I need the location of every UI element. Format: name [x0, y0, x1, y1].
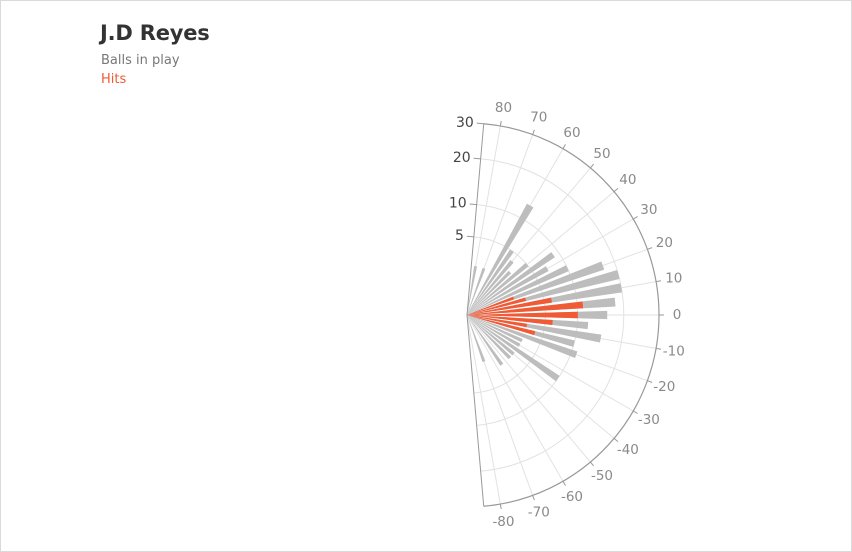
- angle-tick-label-70: 70: [530, 110, 547, 126]
- angle-tick-label-40: 40: [619, 172, 636, 188]
- bar-balls-in-play--25: [467, 315, 523, 343]
- angle-tick-label--10: -10: [663, 343, 685, 359]
- radial-tick-10: [469, 203, 477, 206]
- angle-tick-label-50: 50: [593, 146, 610, 162]
- angle-tick-label--70: -70: [528, 504, 550, 520]
- angle-tick--10: [655, 347, 662, 350]
- angle-tick-label-10: 10: [665, 271, 682, 287]
- bar-balls-in-play-30: [467, 266, 549, 315]
- legend-hits: Hits: [101, 72, 127, 87]
- angle-tick--50: [590, 461, 595, 467]
- radial-tick-label-5: 5: [455, 228, 464, 244]
- angle-tick-label-80: 80: [495, 100, 512, 116]
- bar-hits-15: [467, 297, 527, 315]
- bar-balls-in-play-35: [467, 252, 555, 315]
- angle-tick--70: [532, 495, 535, 501]
- angle-tick-label--40: -40: [617, 442, 639, 458]
- angle-tick-50: [590, 163, 595, 169]
- grid-spoke--50: [466, 314, 591, 463]
- angle-tick-10: [655, 280, 662, 283]
- angle-tick-label--80: -80: [492, 514, 514, 530]
- grid-spoke--60: [466, 314, 564, 482]
- bar-hits-20: [467, 296, 515, 315]
- angle-tick-label--20: -20: [653, 379, 675, 395]
- angle-tick-label-20: 20: [656, 235, 673, 251]
- bar-balls-in-play--70: [467, 315, 486, 363]
- radial-tick-5: [466, 235, 474, 238]
- bar-balls-in-play--30: [467, 315, 521, 347]
- bar-balls-in-play-60: [467, 203, 534, 315]
- radial-tick-20: [473, 157, 481, 160]
- player-name: J.D Reyes: [100, 21, 210, 45]
- angle-tick-label-30: 30: [640, 202, 657, 218]
- bar-hits--5: [467, 315, 553, 326]
- bar-balls-in-play-45: [467, 270, 512, 315]
- bar-hits--15: [467, 315, 536, 336]
- bar-hits-0: [467, 311, 578, 319]
- bar-hits-5: [467, 301, 584, 315]
- legend-balls-in-play: Balls in play: [101, 53, 180, 68]
- bar-balls-in-play-70: [467, 267, 486, 315]
- angle-tick-40: [613, 187, 619, 192]
- bar-balls-in-play-40: [467, 262, 529, 315]
- bar-balls-in-play--55: [467, 315, 504, 366]
- chart-axes: 80706050403020100-10-20-30-40-50-60-70-8…: [449, 100, 685, 530]
- radial-tick-label-30: 30: [456, 115, 474, 131]
- angle-tick--20: [647, 380, 653, 383]
- angle-tick-label--50: -50: [591, 468, 613, 484]
- angle-tick-60: [562, 144, 566, 149]
- edge-line-bottom: [466, 314, 485, 507]
- bar-balls-in-play--45: [467, 315, 512, 360]
- chart-bars: [467, 203, 623, 382]
- bar-balls-in-play-80: [467, 265, 478, 315]
- angle-tick-label--30: -30: [638, 412, 660, 428]
- bar-balls-in-play-50: [467, 259, 514, 315]
- angle-tick-label-60: 60: [563, 125, 580, 141]
- angle-tick--40: [613, 438, 619, 443]
- angle-tick-80: [499, 120, 502, 127]
- radial-tick-30: [476, 122, 484, 125]
- angle-tick-70: [532, 129, 535, 135]
- angle-tick--60: [562, 481, 566, 486]
- bar-hits--10: [467, 315, 528, 328]
- radial-tick-label-10: 10: [449, 196, 467, 212]
- bar-hits-10: [467, 297, 552, 315]
- angle-tick-30: [633, 216, 638, 220]
- bar-balls-in-play-25: [467, 265, 569, 315]
- bar-balls-in-play--40: [467, 315, 515, 356]
- angle-tick-label-0: 0: [673, 307, 682, 323]
- grid-spoke--80: [466, 314, 501, 505]
- edge-line-top: [466, 123, 485, 316]
- radial-tick-label-20: 20: [453, 150, 471, 166]
- bar-balls-in-play--20: [467, 315, 578, 358]
- angle-tick--30: [633, 410, 638, 414]
- angle-tick-label--60: -60: [561, 489, 583, 505]
- angle-tick--80: [499, 503, 502, 510]
- bar-balls-in-play-55: [467, 249, 514, 315]
- angle-tick-20: [647, 247, 653, 250]
- bar-balls-in-play--35: [467, 315, 560, 382]
